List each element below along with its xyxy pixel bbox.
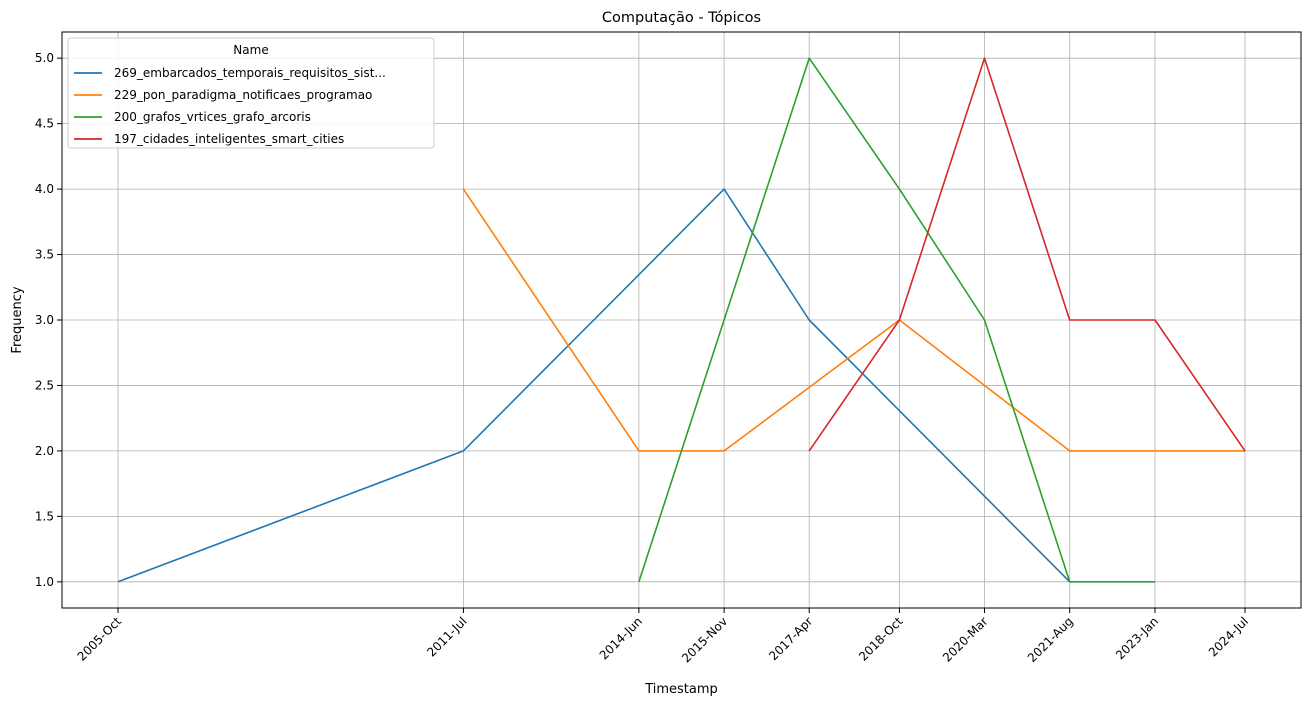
x-tick-label: 2023-Jan [1113, 614, 1161, 662]
x-tick-label: 2005-Oct [75, 614, 125, 664]
x-tick-label: 2015-Nov [679, 614, 730, 665]
legend-entry: 229_pon_paradigma_notificaes_programao [114, 88, 372, 102]
x-tick-label: 2017-Apr [766, 614, 815, 663]
y-tick-label: 2.5 [35, 378, 54, 392]
chart-title: Computação - Tópicos [602, 10, 761, 26]
legend: Name 269_embarcados_temporais_requisitos… [67, 37, 435, 149]
series-line-4 [808, 57, 1246, 452]
legend-box [67, 37, 435, 149]
x-tick-label: 2021-Aug [1025, 614, 1076, 665]
x-tick-label: 2024-Jul [1206, 614, 1251, 659]
x-tick-label: 2020-Mar [940, 614, 991, 665]
series-line-1 [117, 188, 1071, 583]
series-lines [117, 57, 1246, 583]
series-line-3 [638, 57, 1155, 583]
x-tick-label: 2018-Oct [856, 614, 906, 664]
x-axis-label: Timestamp [644, 682, 718, 697]
y-tick-label: 2.0 [35, 444, 54, 458]
x-tick-label: 2011-Jul [424, 614, 469, 659]
y-tick-label: 3.0 [35, 313, 54, 327]
legend-entry: 197_cidades_inteligentes_smart_cities [114, 132, 344, 146]
y-tick-label: 1.0 [35, 575, 54, 589]
y-tick-label: 4.0 [35, 182, 54, 196]
y-tick-label: 1.5 [35, 509, 54, 523]
legend-entry: 200_grafos_vrtices_grafo_arcoris [114, 110, 311, 124]
y-axis-label: Frequency [10, 286, 25, 353]
legend-title: Name [233, 43, 268, 57]
x-tick-label: 2014-Jun [597, 614, 645, 662]
y-tick-label: 3.5 [35, 248, 54, 262]
legend-entry: 269_embarcados_temporais_requisitos_sist… [114, 66, 386, 80]
y-tick-label: 4.5 [35, 117, 54, 131]
y-tick-label: 5.0 [35, 51, 54, 65]
